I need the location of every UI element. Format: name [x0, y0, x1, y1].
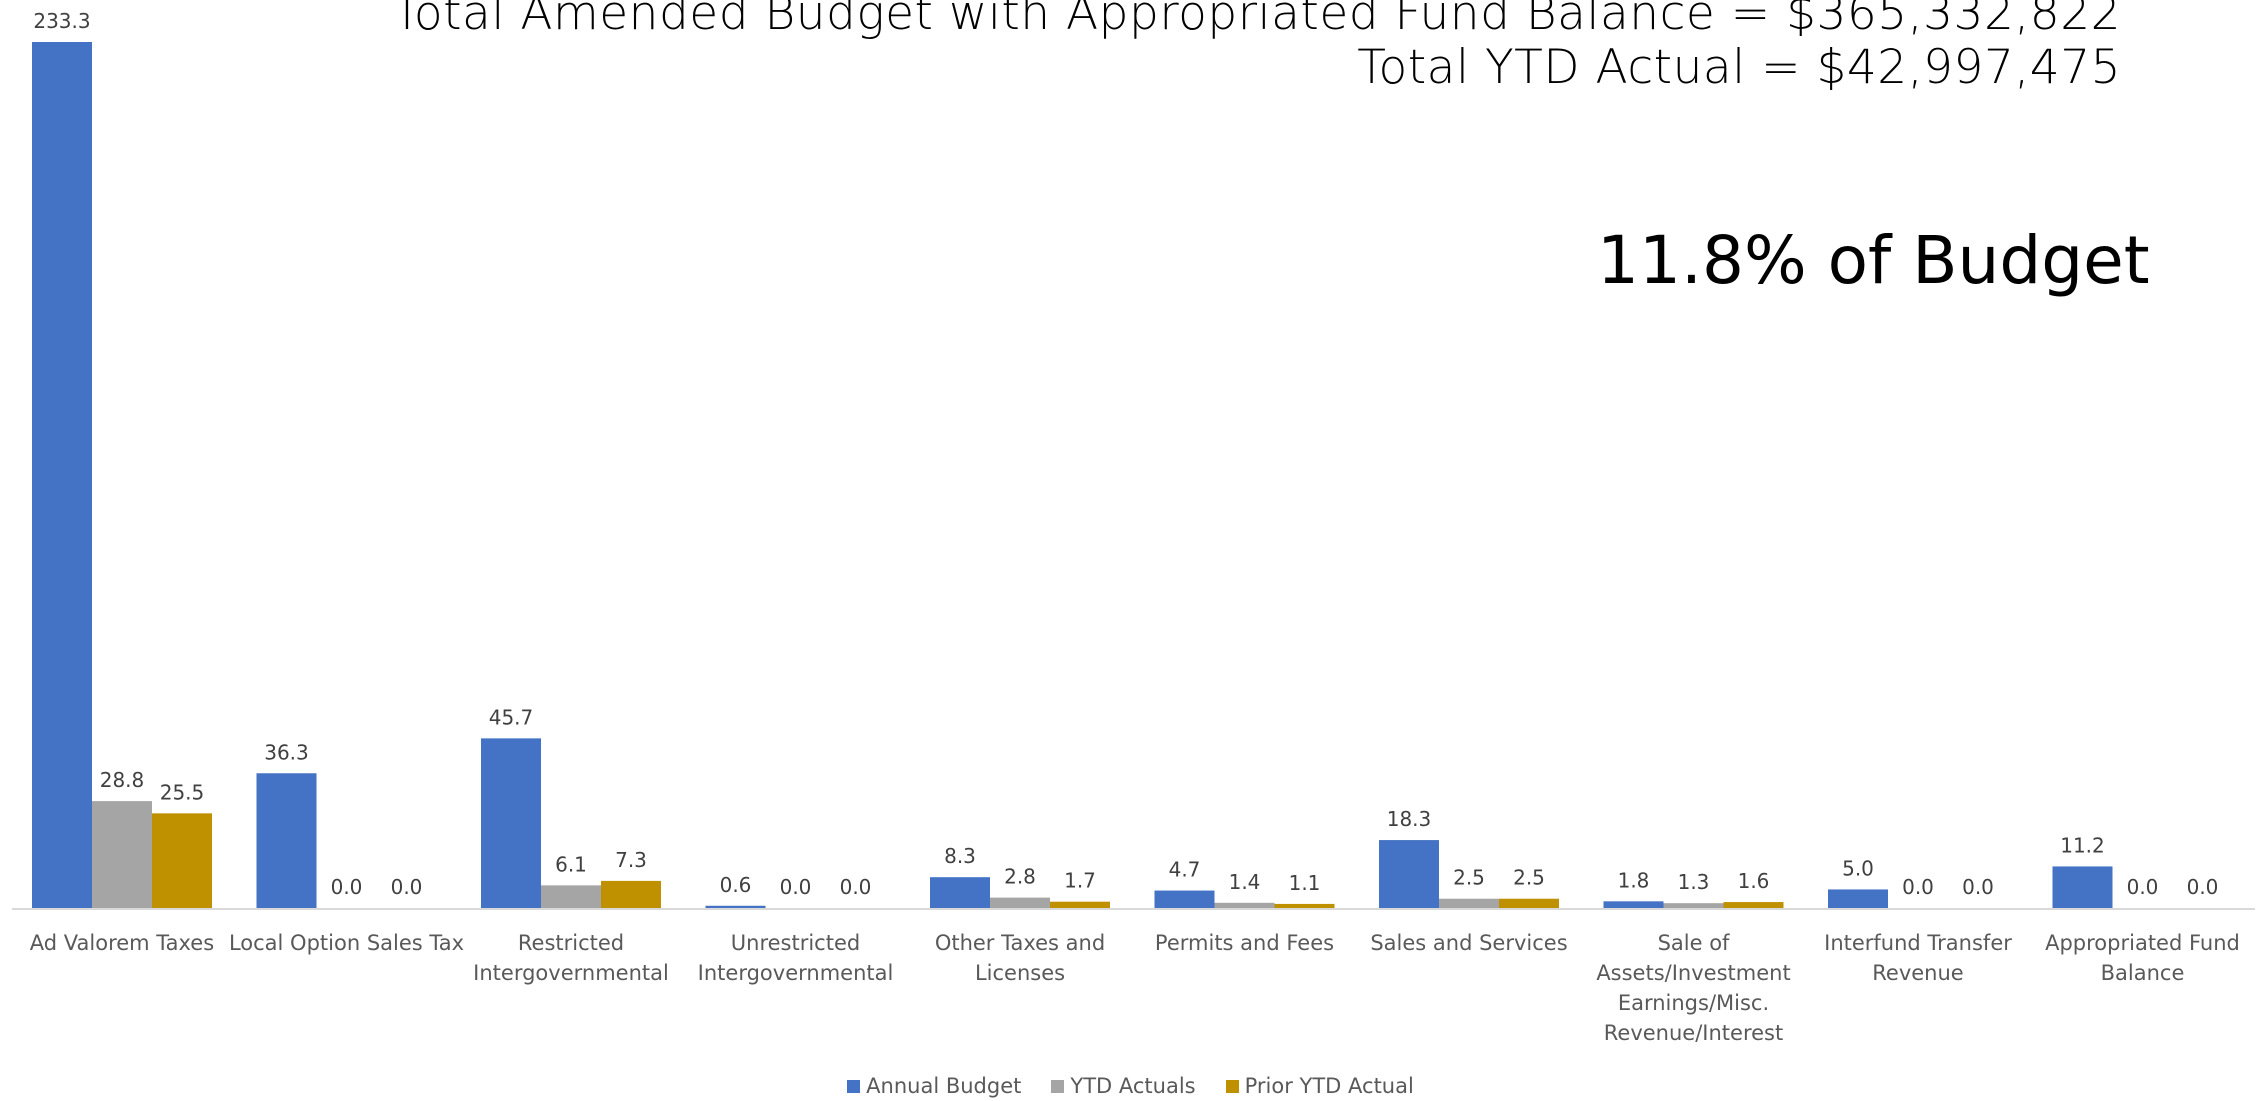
data-label-prior-ytd-actual-sales-and-services: 2.5	[1513, 866, 1545, 890]
category-label-permits-and-fees: Permits and Fees	[1155, 931, 1334, 955]
data-label-prior-ytd-actual-permits-and-fees: 1.1	[1289, 871, 1321, 895]
chart-title: Total Amended Budget with Appropriated F…	[392, 0, 2121, 41]
data-label-prior-ytd-actual-local-option-sales-tax: 0.0	[391, 875, 423, 899]
data-label-prior-ytd-actual-restricted-intergovernmental: 7.3	[615, 848, 647, 872]
data-label-annual-budget-local-option-sales-tax: 36.3	[264, 740, 309, 764]
data-label-ytd-actuals-sales-and-services: 2.5	[1453, 866, 1485, 890]
data-label-annual-budget-sales-and-services: 18.3	[1387, 807, 1432, 831]
category-label-sale-of-assets-investment-earnings-misc-revenue-interest: Sale of Assets/Investment Earnings/Misc. Re…	[1596, 931, 1790, 1045]
category-label-other-taxes-and-licenses: Other Taxes and Licenses	[935, 931, 1105, 985]
data-label-annual-budget-appropriated-fund-balance: 11.2	[2060, 833, 2105, 857]
data-label-annual-budget-permits-and-fees: 4.7	[1169, 858, 1201, 882]
data-label-ytd-actuals-sale-of-assets-investment-earnings-misc-revenue-interest: 1.3	[1678, 870, 1710, 894]
bar-prior-ytd-actual-restricted-intergovernmental	[601, 880, 661, 908]
data-label-prior-ytd-actual-other-taxes-and-licenses: 1.7	[1064, 869, 1096, 893]
legend-item-prior-ytd-actual: Prior YTD Actual	[1225, 1074, 1414, 1098]
legend-label-prior-ytd-actual: Prior YTD Actual	[1244, 1074, 1414, 1098]
data-label-annual-budget-unrestricted-intergovernmental: 0.6	[720, 873, 752, 897]
category-label-local-option-sales-tax: Local Option Sales Tax	[229, 931, 464, 955]
category-label-interfund-transfer-revenue: Interfund Transfer Revenue	[1824, 931, 2012, 985]
budget-percent-annotation: 11.8% of Budget	[1597, 222, 2150, 299]
data-label-prior-ytd-actual-unrestricted-intergovernmental: 0.0	[840, 875, 872, 899]
bar-annual-budget-appropriated-fund-balance	[2052, 866, 2113, 908]
data-label-annual-budget-interfund-transfer-revenue: 5.0	[1842, 856, 1874, 880]
data-label-annual-budget-ad-valorem-taxes: 233.3	[33, 9, 90, 33]
bar-annual-budget-interfund-transfer-revenue	[1828, 889, 1888, 908]
data-label-annual-budget-restricted-intergovernmental: 45.7	[489, 705, 534, 729]
data-label-ytd-actuals-unrestricted-intergovernmental: 0.0	[780, 875, 812, 899]
chart-subtitle: Total YTD Actual = $42,997,475	[1357, 40, 2121, 95]
data-label-ytd-actuals-other-taxes-and-licenses: 2.8	[1004, 865, 1036, 889]
bar-prior-ytd-actual-other-taxes-and-licenses	[1050, 901, 1110, 908]
category-label-restricted-intergovernmental: Restricted Intergovernmental	[473, 931, 669, 985]
legend-item-annual-budget: Annual Budget	[847, 1074, 1021, 1098]
bar-prior-ytd-actual-permits-and-fees	[1274, 903, 1335, 908]
bar-ytd-actuals-other-taxes-and-licenses	[990, 897, 1050, 908]
bar-prior-ytd-actual-ad-valorem-taxes	[152, 813, 212, 908]
category-label-sales-and-services: Sales and Services	[1370, 931, 1567, 955]
bar-ytd-actuals-restricted-intergovernmental	[541, 885, 601, 908]
legend-swatch-prior-ytd-actual	[1225, 1079, 1239, 1093]
legend-item-ytd-actuals: YTD Actuals	[1051, 1074, 1196, 1098]
data-label-prior-ytd-actual-interfund-transfer-revenue: 0.0	[1962, 875, 1994, 899]
bar-ytd-actuals-ad-valorem-taxes	[92, 801, 152, 908]
legend-label-annual-budget: Annual Budget	[866, 1074, 1022, 1098]
data-label-prior-ytd-actual-sale-of-assets-investment-earnings-misc-revenue-interest: 1.6	[1738, 869, 1770, 893]
bar-ytd-actuals-sale-of-assets-investment-earnings-misc-revenue-interest	[1663, 903, 1724, 908]
data-label-prior-ytd-actual-appropriated-fund-balance: 0.0	[2187, 875, 2219, 899]
bar-ytd-actuals-sales-and-services	[1439, 898, 1499, 908]
data-label-prior-ytd-actual-ad-valorem-taxes: 25.5	[160, 780, 205, 804]
data-label-ytd-actuals-ad-valorem-taxes: 28.8	[100, 768, 145, 792]
category-label-ad-valorem-taxes: Ad Valorem Taxes	[30, 931, 214, 955]
data-label-ytd-actuals-restricted-intergovernmental: 6.1	[555, 852, 587, 876]
legend-swatch-annual-budget	[847, 1079, 861, 1093]
data-label-ytd-actuals-local-option-sales-tax: 0.0	[331, 875, 363, 899]
bar-prior-ytd-actual-sale-of-assets-investment-earnings-misc-revenue-interest	[1723, 902, 1784, 908]
data-label-ytd-actuals-permits-and-fees: 1.4	[1229, 870, 1261, 894]
bar-annual-budget-local-option-sales-tax	[256, 773, 317, 908]
data-label-annual-budget-sale-of-assets-investment-earnings-misc-revenue-interest: 1.8	[1618, 868, 1650, 892]
bar-annual-budget-other-taxes-and-licenses	[930, 877, 990, 908]
legend-label-ytd-actuals: YTD Actuals	[1070, 1074, 1196, 1098]
data-label-annual-budget-other-taxes-and-licenses: 8.3	[944, 844, 976, 868]
legend-swatch-ytd-actuals	[1051, 1079, 1065, 1093]
chart-legend: Annual Budget YTD Actuals Prior YTD Actu…	[0, 1074, 2261, 1098]
bar-annual-budget-sale-of-assets-investment-earnings-misc-revenue-interest	[1603, 901, 1664, 908]
category-label-unrestricted-intergovernmental: Unrestricted Intergovernmental	[698, 931, 894, 985]
bar-ytd-actuals-permits-and-fees	[1214, 902, 1275, 908]
bar-annual-budget-permits-and-fees	[1154, 890, 1215, 908]
bar-annual-budget-restricted-intergovernmental	[481, 738, 541, 908]
bar-prior-ytd-actual-sales-and-services	[1499, 898, 1559, 908]
bar-annual-budget-unrestricted-intergovernmental	[705, 905, 766, 908]
data-label-ytd-actuals-interfund-transfer-revenue: 0.0	[1902, 875, 1934, 899]
bar-annual-budget-ad-valorem-taxes	[32, 42, 92, 908]
bar-annual-budget-sales-and-services	[1379, 840, 1439, 908]
data-label-ytd-actuals-appropriated-fund-balance: 0.0	[2127, 875, 2159, 899]
category-label-appropriated-fund-balance: Appropriated Fund Balance	[2045, 931, 2240, 985]
